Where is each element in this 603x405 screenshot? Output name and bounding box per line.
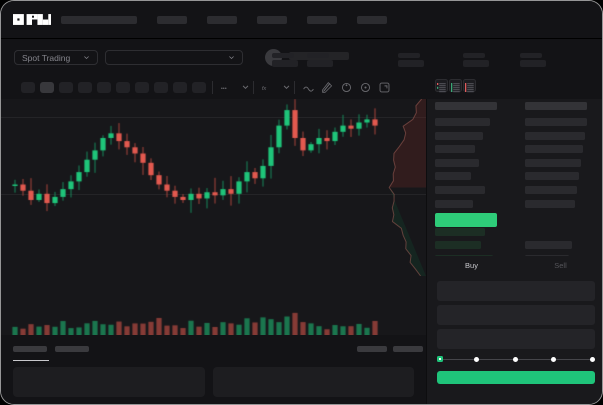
svg-text:fx: fx bbox=[262, 86, 267, 92]
svg-text:•••: ••• bbox=[221, 86, 227, 92]
